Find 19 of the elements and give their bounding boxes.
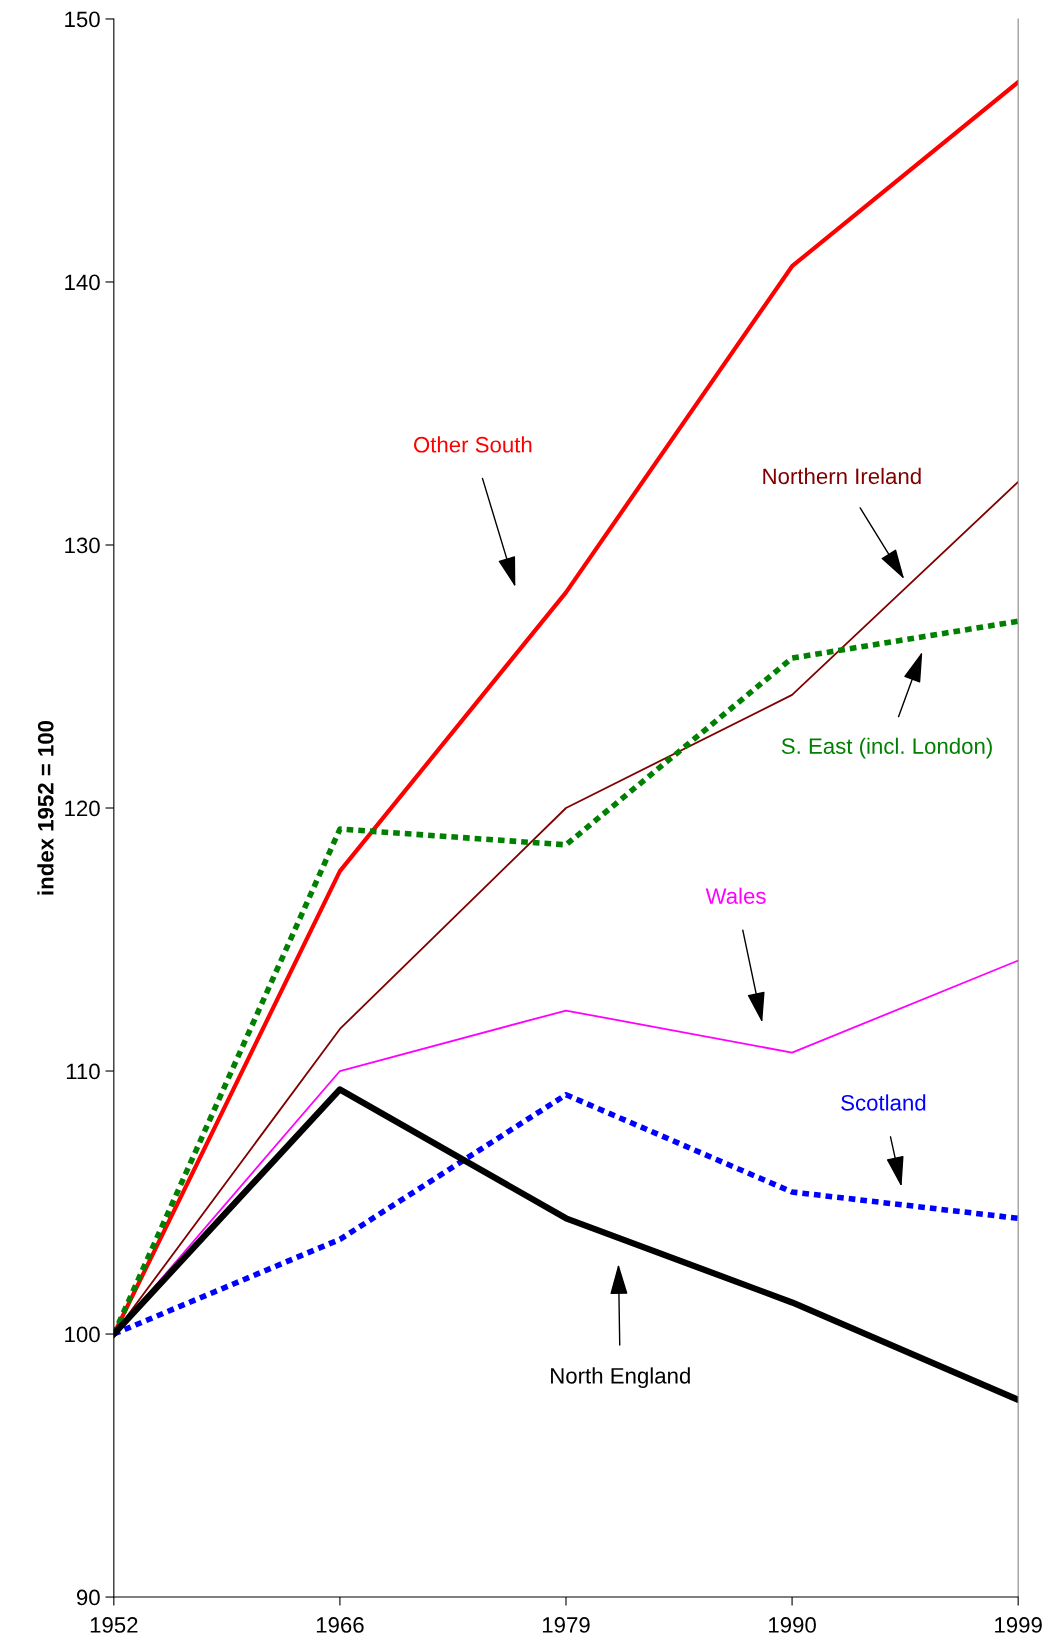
x-tick-label: 1966 [316, 1617, 364, 1633]
x-tick-label: 1979 [542, 1617, 590, 1633]
y-axis-title: index 1952 = 100 [37, 720, 54, 895]
y-tick-label: 110 [66, 1063, 100, 1080]
text: Wales [705, 887, 766, 904]
y-tick-label: 130 [65, 537, 100, 554]
x-tick-label: 1999 [995, 1617, 1042, 1633]
text: Northern Ireland [763, 467, 921, 485]
y-tick-label: 90 [76, 1589, 100, 1606]
text: Scotland [841, 1094, 926, 1111]
y-tick-label: 120 [65, 800, 100, 817]
text: North England [551, 1367, 690, 1389]
x-tick-label: 1952 [90, 1617, 138, 1633]
text: S. East (incl. London) [781, 737, 992, 759]
text: Other South [414, 436, 532, 453]
y-tick-label: 140 [65, 274, 100, 291]
x-tick-label: 1990 [769, 1617, 816, 1633]
y-tick-label: 150 [65, 11, 100, 28]
y-tick-label: 100 [65, 1326, 100, 1343]
